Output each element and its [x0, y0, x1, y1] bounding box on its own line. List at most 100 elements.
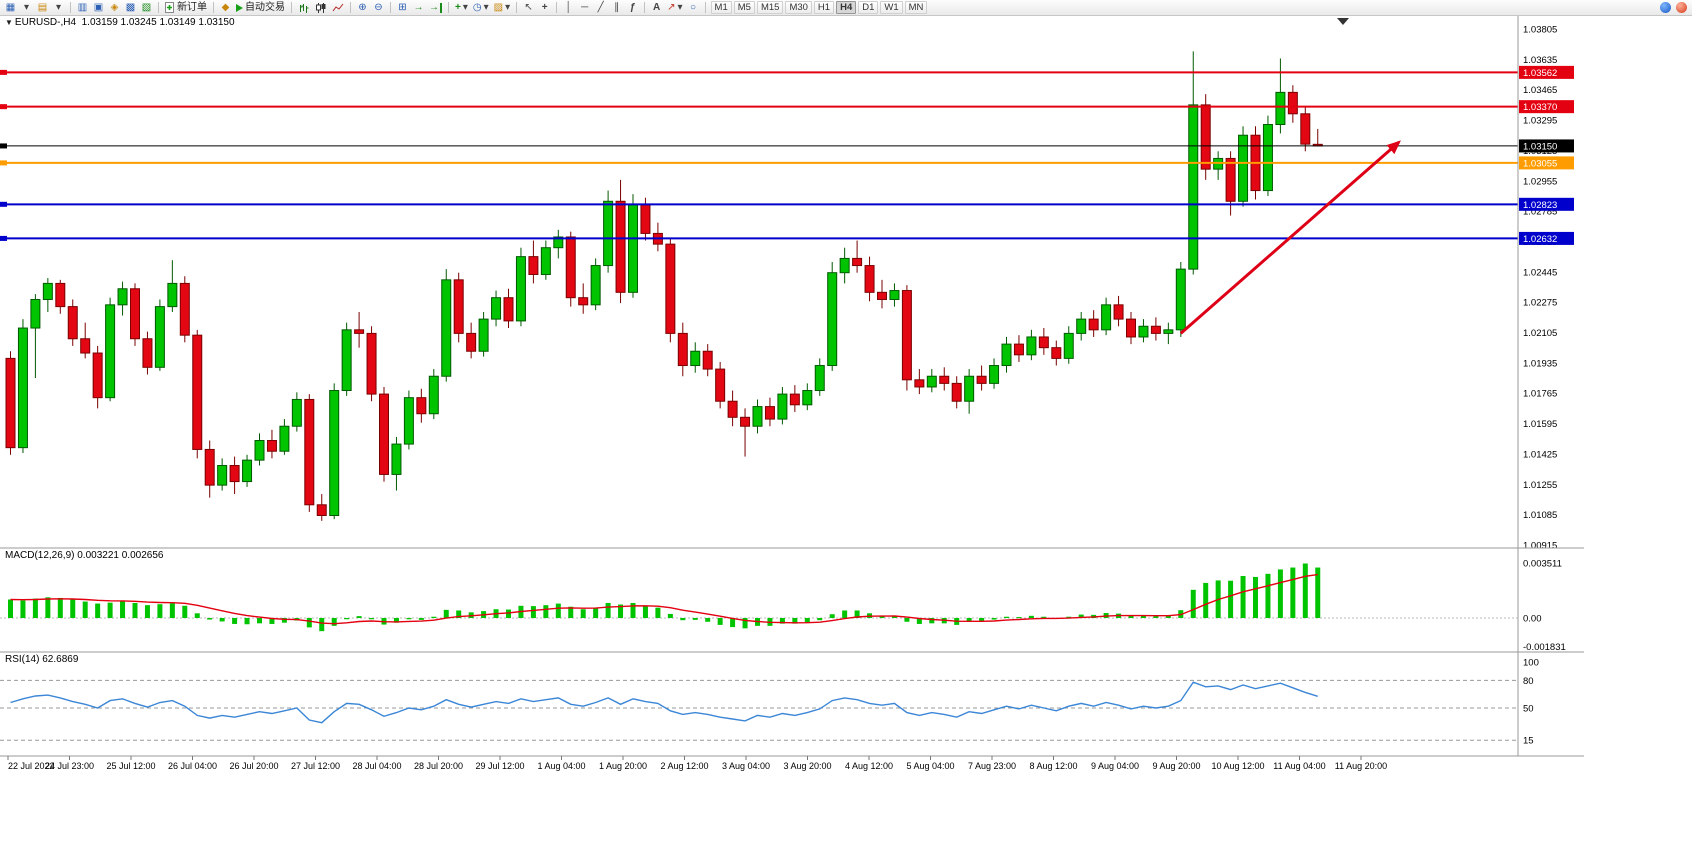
data-window-button[interactable]: ▣: [91, 1, 106, 15]
macd-bar: [1165, 615, 1171, 618]
chart-shift-marker[interactable]: [1337, 18, 1349, 25]
macd-bar: [966, 618, 972, 622]
timeframe-h4[interactable]: H4: [836, 1, 857, 14]
bar-chart-button[interactable]: [296, 1, 312, 15]
candle: [889, 290, 900, 300]
macd-bar: [70, 599, 76, 618]
fibonacci-button[interactable]: ƒ: [625, 1, 640, 15]
symbol-list-icon[interactable]: ▼: [5, 18, 13, 27]
strategy-tester-button[interactable]: ▧: [139, 1, 154, 15]
candle: [491, 297, 502, 320]
candle: [628, 204, 638, 293]
macd-bar: [667, 613, 673, 618]
new-chart-button[interactable]: ▦: [3, 1, 18, 15]
toolbar-separator: [350, 2, 351, 13]
macd-bar: [1190, 589, 1196, 618]
metaeditor-icon: ◆: [221, 1, 230, 13]
terminal-button[interactable]: ▩: [123, 1, 138, 15]
zoom-in-button[interactable]: ⊕: [355, 1, 370, 15]
timeframe-toolbar: M1 M5 M15 M30 H1 H4 D1 W1 MN: [710, 1, 929, 14]
auto-scroll-button[interactable]: →: [411, 1, 426, 15]
timeframe-w1[interactable]: W1: [880, 1, 903, 14]
metaeditor-button[interactable]: ◆: [218, 1, 233, 15]
crosshair-button[interactable]: +: [537, 1, 552, 15]
timeframe-d1[interactable]: D1: [858, 1, 879, 14]
auto-trading-button[interactable]: 自动交易: [234, 1, 287, 15]
new-order-icon: [165, 1, 174, 13]
candle: [964, 375, 975, 402]
auto-scroll-icon: →: [413, 1, 424, 13]
candle: [1088, 318, 1099, 331]
new-chart-dropdown[interactable]: ▾: [19, 1, 34, 15]
zoom-out-button[interactable]: ⊖: [371, 1, 386, 15]
indicators-add-icon: +: [455, 1, 461, 13]
notification-icon[interactable]: [1676, 2, 1687, 13]
macd-bar: [1290, 567, 1296, 618]
horizontal-line-button[interactable]: ─: [577, 1, 592, 15]
candle: [939, 375, 950, 384]
candle: [67, 306, 78, 340]
tile-windows-button[interactable]: ⊞: [395, 1, 410, 15]
trend-arrow[interactable]: [1179, 140, 1401, 335]
macd-bar: [1315, 567, 1321, 618]
indicators-button[interactable]: + ▾: [453, 1, 470, 15]
macd-bar: [642, 605, 648, 618]
text-tool-button[interactable]: A: [649, 1, 664, 15]
navigator-button[interactable]: ◈: [107, 1, 122, 15]
time-axis-label: 3 Aug 20:00: [783, 761, 831, 771]
time-axis-label: 8 Aug 12:00: [1029, 761, 1077, 771]
chart-canvas[interactable]: 1.038051.036351.034651.032951.031251.029…: [0, 16, 1692, 837]
macd-bar: [705, 618, 711, 622]
price-axis-label: 1.00915: [1523, 540, 1557, 551]
timeframe-m5[interactable]: M5: [733, 1, 755, 14]
chart-shift-button[interactable]: →: [427, 1, 444, 15]
line-left-marker: [0, 160, 7, 166]
candle: [1275, 91, 1286, 126]
line-chart-button[interactable]: [330, 1, 346, 15]
candle: [130, 288, 140, 340]
timeframe-m15[interactable]: M15: [756, 1, 784, 14]
search-icon[interactable]: [1660, 2, 1671, 13]
timeframe-h1[interactable]: H1: [813, 1, 835, 14]
market-watch-button[interactable]: ▥: [75, 1, 90, 15]
macd-signal-line: [10, 573, 1318, 625]
candle: [466, 332, 477, 352]
timeframe-m30[interactable]: M30: [785, 1, 812, 14]
price-axis-label: 1.03635: [1523, 55, 1557, 66]
price-label-text: 1.03055: [1523, 158, 1557, 169]
cursor-button[interactable]: ↖: [521, 1, 536, 15]
trendline-button[interactable]: ╱: [593, 1, 608, 15]
price-axis-label: 1.01085: [1523, 510, 1557, 521]
text-tool-icon: A: [653, 1, 661, 13]
chevron-down-icon: ▾: [677, 1, 683, 13]
timeframe-m1[interactable]: M1: [710, 1, 732, 14]
candle: [1175, 268, 1186, 331]
price-axis-label: 1.03805: [1523, 25, 1557, 36]
macd-bar: [356, 616, 362, 618]
profiles-dropdown[interactable]: ▾: [51, 1, 66, 15]
macd-bar: [1277, 569, 1283, 618]
tile-windows-icon: ⊞: [398, 1, 407, 13]
line-left-marker: [0, 69, 7, 75]
periods-button[interactable]: ◷ ▾: [471, 1, 491, 15]
price-label-box: [1519, 65, 1574, 79]
arrows-tool-button[interactable]: ↗ ▾: [665, 1, 684, 15]
channel-button[interactable]: ∥: [609, 1, 624, 15]
templates-button[interactable]: ▨ ▾: [492, 1, 512, 15]
new-order-button[interactable]: 新订单: [163, 1, 209, 15]
time-axis-label: 2 Aug 12:00: [660, 761, 708, 771]
timeframe-mn[interactable]: MN: [904, 1, 928, 14]
candle: [1138, 325, 1149, 338]
macd-bar: [144, 605, 150, 618]
vertical-line-button[interactable]: │: [561, 1, 576, 15]
ohlc-values: 1.03159 1.03245 1.03149 1.03150: [81, 17, 235, 28]
time-axis-label: 7 Aug 23:00: [968, 761, 1016, 771]
shapes-tool-button[interactable]: ○: [686, 1, 701, 15]
candle: [503, 297, 514, 322]
price-axis-label: 1.02785: [1523, 207, 1557, 218]
candle: [565, 236, 576, 299]
candle: [901, 290, 912, 381]
profiles-button[interactable]: ▤: [35, 1, 50, 15]
arrows-tool-icon: ↗: [667, 1, 676, 13]
candlestick-chart-button[interactable]: [313, 1, 329, 15]
